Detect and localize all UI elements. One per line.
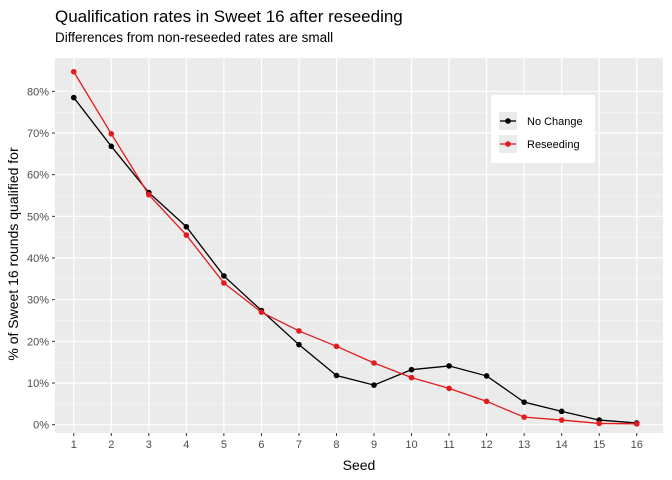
- legend-label: No Change: [527, 116, 583, 128]
- y-tick-label: 40%: [27, 253, 49, 265]
- y-tick-label: 0%: [33, 420, 49, 432]
- data-point-no-change: [334, 373, 340, 379]
- x-tick-label: 3: [146, 439, 152, 451]
- data-point-no-change: [446, 363, 452, 369]
- x-axis-title: Seed: [343, 457, 376, 473]
- legend-key-point: [505, 141, 511, 147]
- data-point-reseeding: [596, 421, 602, 427]
- legend-label: Reseeding: [527, 139, 580, 151]
- data-point-no-change: [521, 399, 527, 405]
- x-tick-label: 7: [296, 439, 302, 451]
- data-point-no-change: [108, 144, 114, 150]
- x-tick-label: 10: [405, 439, 417, 451]
- data-point-reseeding: [296, 328, 302, 334]
- x-tick-label: 15: [593, 439, 605, 451]
- data-point-no-change: [409, 367, 415, 373]
- y-tick-label: 80%: [27, 86, 49, 98]
- data-point-no-change: [559, 409, 565, 415]
- x-tick-label: 11: [443, 439, 454, 451]
- data-point-reseeding: [108, 131, 114, 137]
- y-tick-label: 30%: [27, 295, 49, 307]
- x-tick-label: 14: [556, 439, 568, 451]
- y-tick-label: 50%: [27, 211, 49, 223]
- x-tick-label: 13: [518, 439, 530, 451]
- chart-title: Qualification rates in Sweet 16 after re…: [55, 7, 403, 26]
- x-tick-label: 2: [108, 439, 114, 451]
- data-point-no-change: [371, 382, 377, 388]
- data-point-no-change: [484, 373, 490, 379]
- data-point-reseeding: [146, 192, 152, 198]
- x-tick-label: 4: [183, 439, 189, 451]
- chart-subtitle: Differences from non-reseeded rates are …: [55, 30, 333, 45]
- data-point-reseeding: [521, 414, 527, 420]
- data-point-reseeding: [484, 399, 490, 405]
- data-point-reseeding: [371, 360, 377, 366]
- y-tick-label: 60%: [27, 170, 49, 182]
- y-axis-title: % of Sweet 16 rounds qualified for: [5, 147, 21, 361]
- y-tick-label: 70%: [27, 128, 49, 140]
- data-point-reseeding: [184, 232, 190, 238]
- data-point-no-change: [221, 273, 227, 279]
- x-tick-label: 8: [333, 439, 339, 451]
- data-point-reseeding: [559, 417, 565, 423]
- data-point-reseeding: [221, 280, 227, 286]
- legend: No Change Reseeding: [491, 95, 595, 163]
- data-point-reseeding: [634, 421, 640, 427]
- x-tick-label: 5: [221, 439, 227, 451]
- x-tick-label: 1: [71, 439, 77, 451]
- data-point-reseeding: [259, 309, 265, 315]
- legend-key-point: [505, 118, 511, 124]
- x-tick-label: 12: [480, 439, 492, 451]
- data-point-reseeding: [334, 344, 340, 350]
- y-tick-label: 20%: [27, 336, 49, 348]
- data-point-no-change: [71, 95, 77, 101]
- x-tick-label: 6: [258, 439, 264, 451]
- y-tick-label: 10%: [27, 378, 49, 390]
- data-point-no-change: [184, 224, 190, 230]
- data-point-reseeding: [71, 69, 77, 75]
- x-tick-label: 9: [371, 439, 377, 451]
- data-point-reseeding: [446, 386, 452, 392]
- x-tick-label: 16: [631, 439, 643, 451]
- data-point-reseeding: [409, 375, 415, 381]
- data-point-no-change: [296, 342, 302, 348]
